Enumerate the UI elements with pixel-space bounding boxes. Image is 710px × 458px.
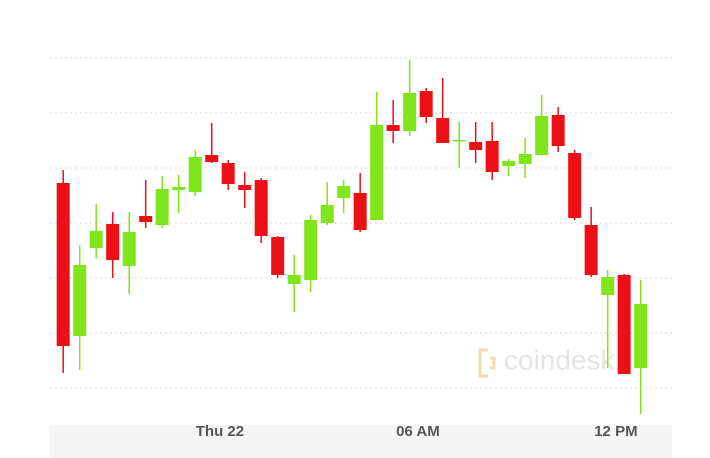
candle-body: [436, 118, 450, 143]
candle-body: [502, 161, 516, 166]
candle-body: [106, 224, 120, 260]
candle-body: [584, 225, 598, 275]
axis-band: [50, 425, 672, 458]
candle-body: [287, 275, 301, 284]
candle-body: [634, 304, 648, 368]
candle-body: [139, 216, 153, 222]
candle-body: [551, 115, 565, 146]
candle-body: [320, 205, 334, 223]
candle-body: [221, 163, 235, 184]
watermark: coindesk: [504, 344, 616, 375]
x-tick-label: 06 AM: [396, 423, 440, 440]
candle-body: [172, 187, 186, 190]
candle-body: [122, 232, 136, 266]
x-tick-label: Thu 22: [196, 423, 244, 440]
candle-body: [304, 220, 318, 280]
candle-body: [617, 275, 631, 374]
x-tick-label: 12 PM: [594, 423, 637, 440]
candle-body: [89, 231, 103, 248]
candle-body: [353, 193, 367, 230]
candle-body: [469, 142, 483, 150]
candle-body: [238, 185, 252, 190]
candle-body: [452, 140, 466, 142]
candle-body: [254, 180, 268, 236]
candle-body: [205, 155, 219, 162]
candle-body: [485, 141, 499, 172]
candle-body: [73, 265, 87, 336]
candle-body: [386, 125, 400, 131]
candle-body: [337, 186, 351, 198]
candle-body: [568, 153, 582, 218]
candle-body: [370, 125, 384, 220]
candle-body: [518, 154, 532, 164]
candle-body: [188, 157, 202, 192]
candle-body: [601, 277, 615, 295]
candle-body: [56, 183, 70, 346]
candle-body: [535, 116, 549, 155]
candle-body: [403, 93, 417, 131]
candle-body: [271, 237, 285, 275]
watermark-logo: [478, 348, 496, 378]
candle-body: [419, 91, 433, 117]
candle-body: [155, 189, 169, 225]
